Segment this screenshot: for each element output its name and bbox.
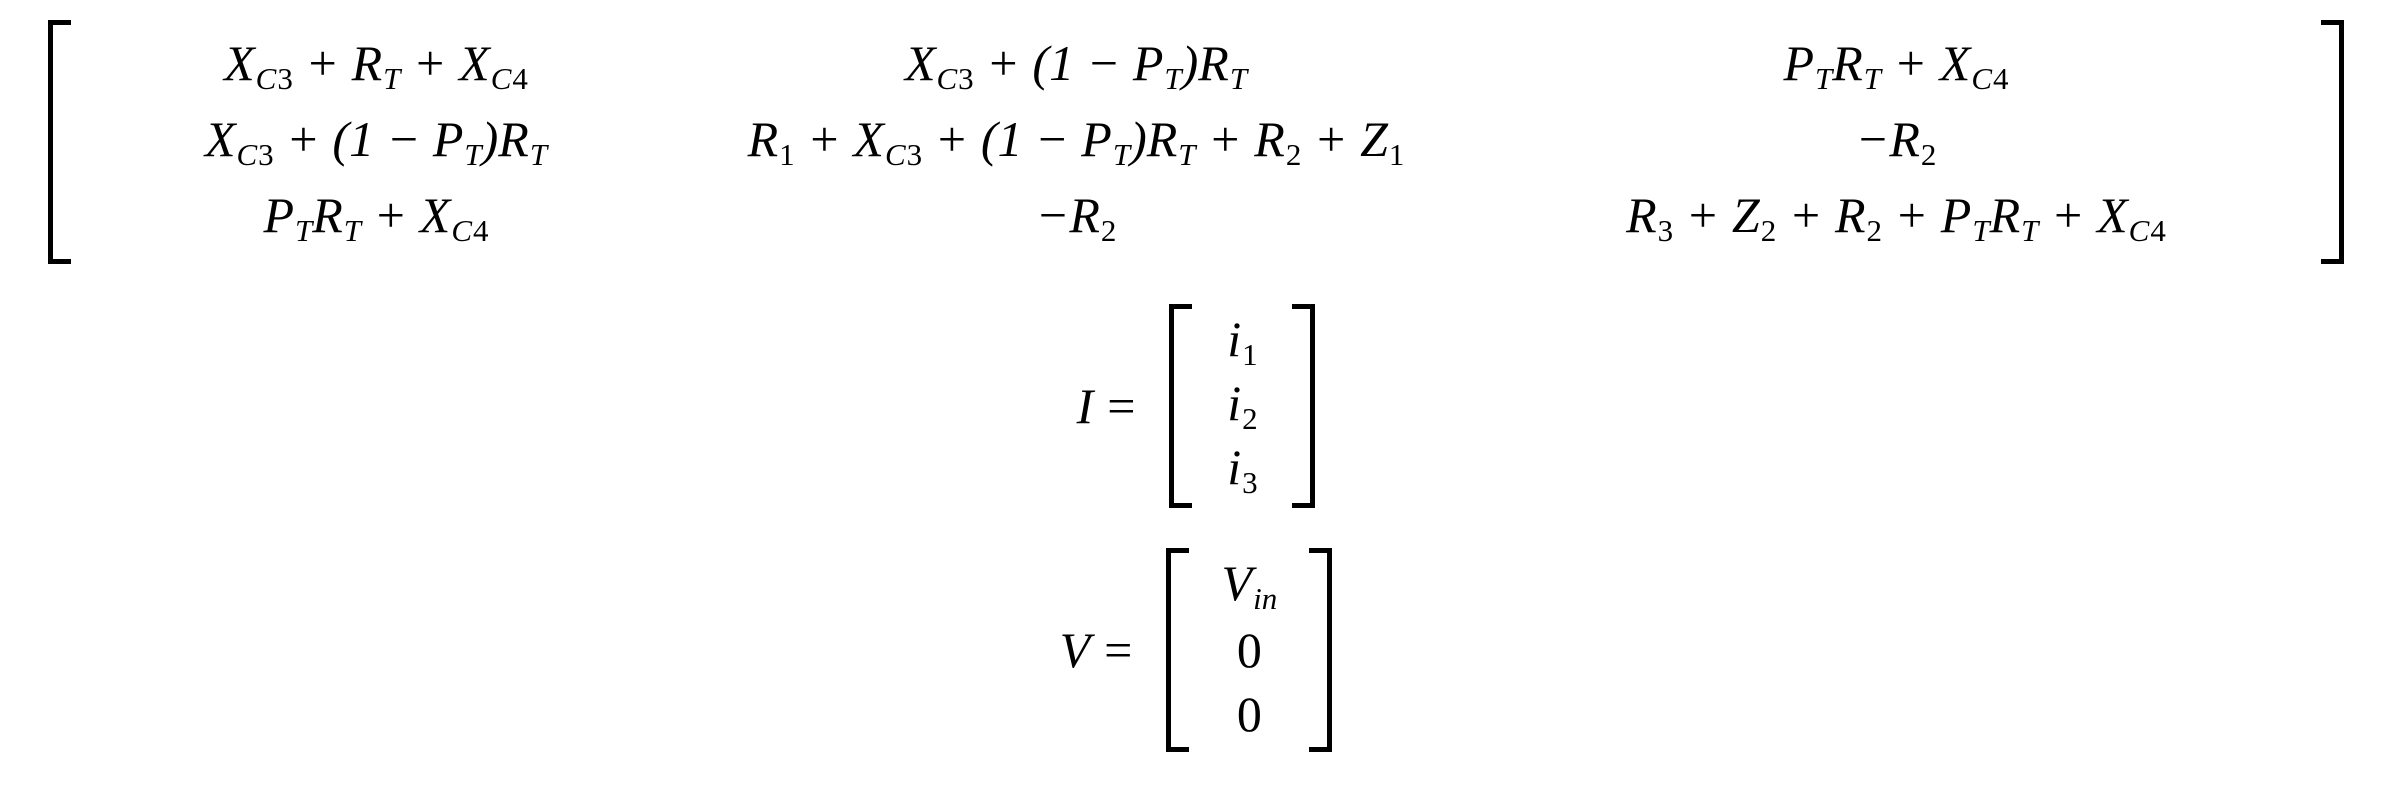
matrix-rows: XC3 + RT + XC4XC3 + (1 − PT)RTPTRT + XC4… — [76, 20, 2316, 264]
page: XC3 + RT + XC4XC3 + (1 − PT)RTPTRT + XC4… — [0, 0, 2392, 752]
matrix-cell: XC3 + (1 − PT)RT — [86, 114, 666, 170]
matrix-cell: R1 + XC3 + (1 − PT)RT + R2 + Z1 — [666, 114, 1486, 170]
impedance-matrix: XC3 + RT + XC4XC3 + (1 − PT)RTPTRT + XC4… — [48, 20, 2344, 264]
matrix-cell: −R2 — [1486, 114, 2306, 170]
impedance-matrix-block: XC3 + RT + XC4XC3 + (1 − PT)RTPTRT + XC4… — [0, 20, 2392, 264]
matrix-rows: i1 i2 i3 — [1197, 304, 1287, 508]
matrix-row: PTRT + XC4−R2R3 + Z2 + R2 + PTRT + XC4 — [86, 180, 2306, 256]
matrix-row: i3 — [1207, 438, 1277, 502]
matrix-cell: PTRT + XC4 — [1486, 38, 2306, 94]
matrix-row: Vin — [1204, 554, 1294, 618]
matrix-cell: −R2 — [666, 190, 1486, 246]
right-bracket — [2316, 20, 2344, 264]
current-vector-block: I = i1 i2 i3 — [0, 304, 2392, 508]
left-bracket — [1169, 304, 1197, 508]
matrix-cell: i2 — [1207, 378, 1277, 434]
matrix-cell: Vin — [1204, 558, 1294, 614]
I-equals: I = — [1077, 304, 1170, 508]
matrix-cell: R3 + Z2 + R2 + PTRT + XC4 — [1486, 190, 2306, 246]
voltage-vector: Vin 0 0 — [1166, 548, 1332, 752]
voltage-vector-block: V = Vin 0 0 — [0, 548, 2392, 752]
matrix-row: XC3 + (1 − PT)RTR1 + XC3 + (1 − PT)RT + … — [86, 104, 2306, 180]
right-bracket — [1287, 304, 1315, 508]
matrix-cell: i3 — [1207, 442, 1277, 498]
matrix-row: i1 — [1207, 310, 1277, 374]
matrix-row: XC3 + RT + XC4XC3 + (1 − PT)RTPTRT + XC4 — [86, 28, 2306, 104]
matrix-row: i2 — [1207, 374, 1277, 438]
left-bracket — [1166, 548, 1194, 752]
matrix-cell: XC3 + RT + XC4 — [86, 38, 666, 94]
matrix-row: 0 — [1204, 682, 1294, 746]
matrix-rows: Vin 0 0 — [1194, 548, 1304, 752]
matrix-row: 0 — [1204, 618, 1294, 682]
matrix-cell: 0 — [1204, 689, 1294, 739]
V-equals: V = — [1060, 548, 1167, 752]
left-bracket — [48, 20, 76, 264]
right-bracket — [1304, 548, 1332, 752]
matrix-cell: i1 — [1207, 314, 1277, 370]
matrix-cell: 0 — [1204, 625, 1294, 675]
current-vector: i1 i2 i3 — [1169, 304, 1315, 508]
matrix-cell: PTRT + XC4 — [86, 190, 666, 246]
matrix-cell: XC3 + (1 − PT)RT — [666, 38, 1486, 94]
